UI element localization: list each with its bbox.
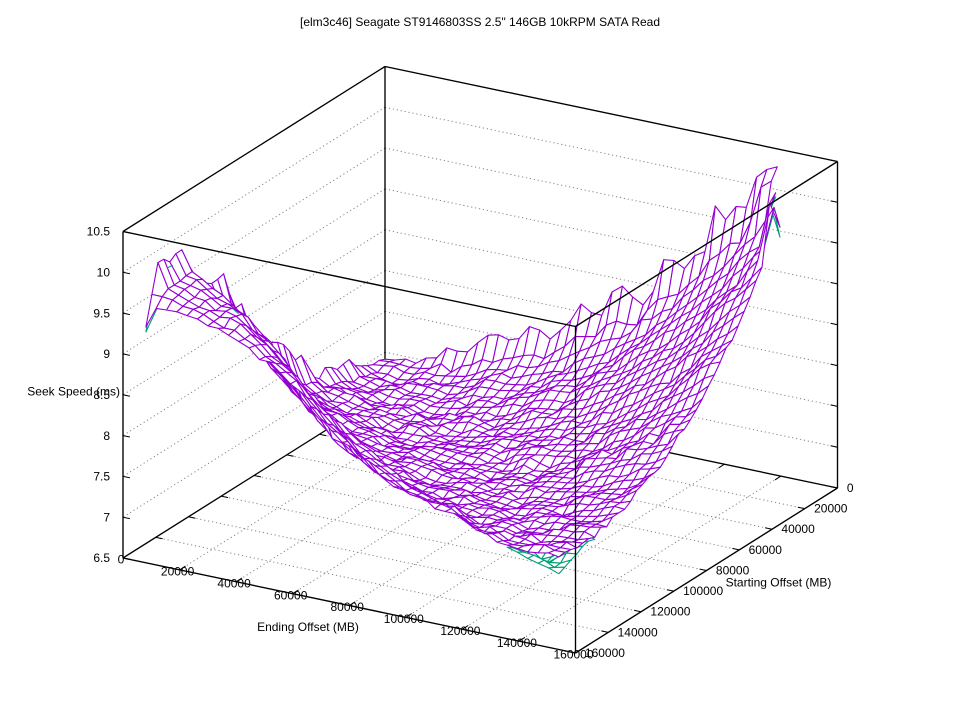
svg-text:60000: 60000 [749,543,783,557]
svg-text:[elm3c46] Seagate ST9146803SS: [elm3c46] Seagate ST9146803SS 2.5" 146GB… [300,15,660,29]
svg-text:120000: 120000 [650,605,690,619]
svg-text:140000: 140000 [497,636,537,650]
svg-text:40000: 40000 [217,577,251,591]
svg-text:0: 0 [847,481,854,495]
svg-text:80000: 80000 [716,563,750,577]
svg-text:6.5: 6.5 [93,551,110,565]
svg-text:0: 0 [118,553,125,567]
svg-text:120000: 120000 [440,624,480,638]
svg-text:Ending Offset (MB): Ending Offset (MB) [257,620,359,634]
svg-text:7.5: 7.5 [93,470,110,484]
svg-text:10.5: 10.5 [87,225,111,239]
svg-text:8.5: 8.5 [93,388,110,402]
svg-text:100000: 100000 [683,584,723,598]
svg-text:160000: 160000 [585,646,625,660]
svg-text:Starting Offset (MB): Starting Offset (MB) [726,576,832,590]
svg-text:8: 8 [103,429,110,443]
svg-text:140000: 140000 [618,625,658,639]
svg-text:9.5: 9.5 [93,306,110,320]
svg-text:40000: 40000 [781,522,815,536]
svg-text:10: 10 [97,266,111,280]
svg-text:9: 9 [103,347,110,361]
svg-text:20000: 20000 [161,565,195,579]
svg-text:100000: 100000 [384,612,424,626]
svg-text:7: 7 [103,510,110,524]
svg-text:60000: 60000 [274,588,308,602]
svg-text:160000: 160000 [553,648,593,662]
svg-text:20000: 20000 [814,502,848,516]
svg-text:Seek Speed (ms): Seek Speed (ms) [27,385,120,399]
svg-text:80000: 80000 [331,600,365,614]
